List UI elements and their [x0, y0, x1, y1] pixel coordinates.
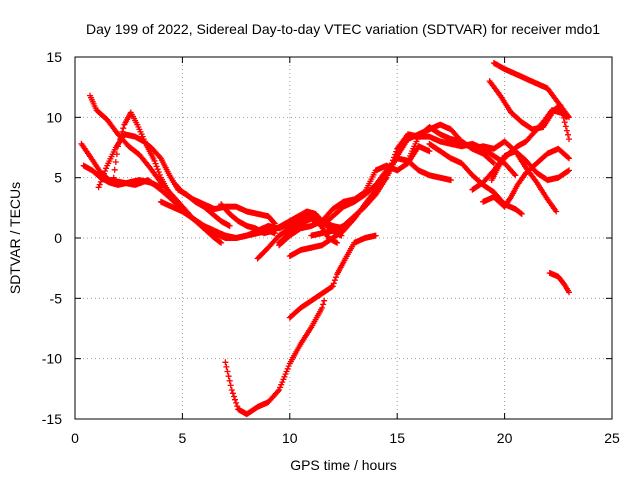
series-sat-u — [488, 107, 570, 184]
series-markers — [173, 181, 278, 227]
series-sat-j — [276, 155, 454, 246]
y-tick-label: 5 — [54, 170, 62, 186]
series-markers — [488, 107, 570, 184]
series-markers — [222, 297, 328, 418]
series-sat-h — [218, 201, 345, 239]
x-axis-label: GPS time / hours — [290, 457, 397, 473]
y-tick-label: 10 — [46, 109, 62, 125]
series-markers — [276, 155, 454, 246]
y-tick-label: -5 — [50, 290, 63, 306]
chart-title: Day 199 of 2022, Sidereal Day-to-day VTE… — [86, 21, 600, 37]
y-axis-label: SDTVAR / TECUs — [7, 182, 23, 294]
x-tick-label: 5 — [179, 430, 187, 446]
data-points — [78, 60, 572, 418]
series-markers — [80, 162, 164, 191]
x-tick-label: 20 — [497, 430, 513, 446]
series-sat-v — [480, 145, 572, 210]
x-tick-label: 10 — [282, 430, 298, 446]
series-sat-g — [173, 181, 278, 227]
grid-lines — [75, 57, 612, 419]
series-sat-w — [546, 270, 572, 296]
y-tick-label: -15 — [42, 411, 62, 427]
series-sat-o — [276, 143, 433, 249]
series-markers — [276, 143, 433, 249]
series-markers — [218, 201, 345, 239]
series-sat-e — [110, 109, 171, 193]
series-sat-m — [286, 232, 379, 321]
series-markers — [110, 109, 171, 193]
y-tick-label: 0 — [54, 230, 62, 246]
x-tick-label: 25 — [604, 430, 620, 446]
series-sat-n — [222, 297, 328, 418]
x-tick-label: 0 — [71, 430, 79, 446]
y-tick-label: 15 — [46, 49, 62, 65]
series-markers — [480, 145, 572, 210]
series-markers — [546, 270, 572, 296]
x-tick-label: 15 — [389, 430, 405, 446]
series-sat-c — [80, 162, 164, 191]
y-tick-label: -10 — [42, 351, 62, 367]
axis-ticks: 0 5 10 15 20 25 -15 -10 -5 0 5 10 15 — [42, 49, 620, 446]
series-markers — [286, 232, 379, 321]
